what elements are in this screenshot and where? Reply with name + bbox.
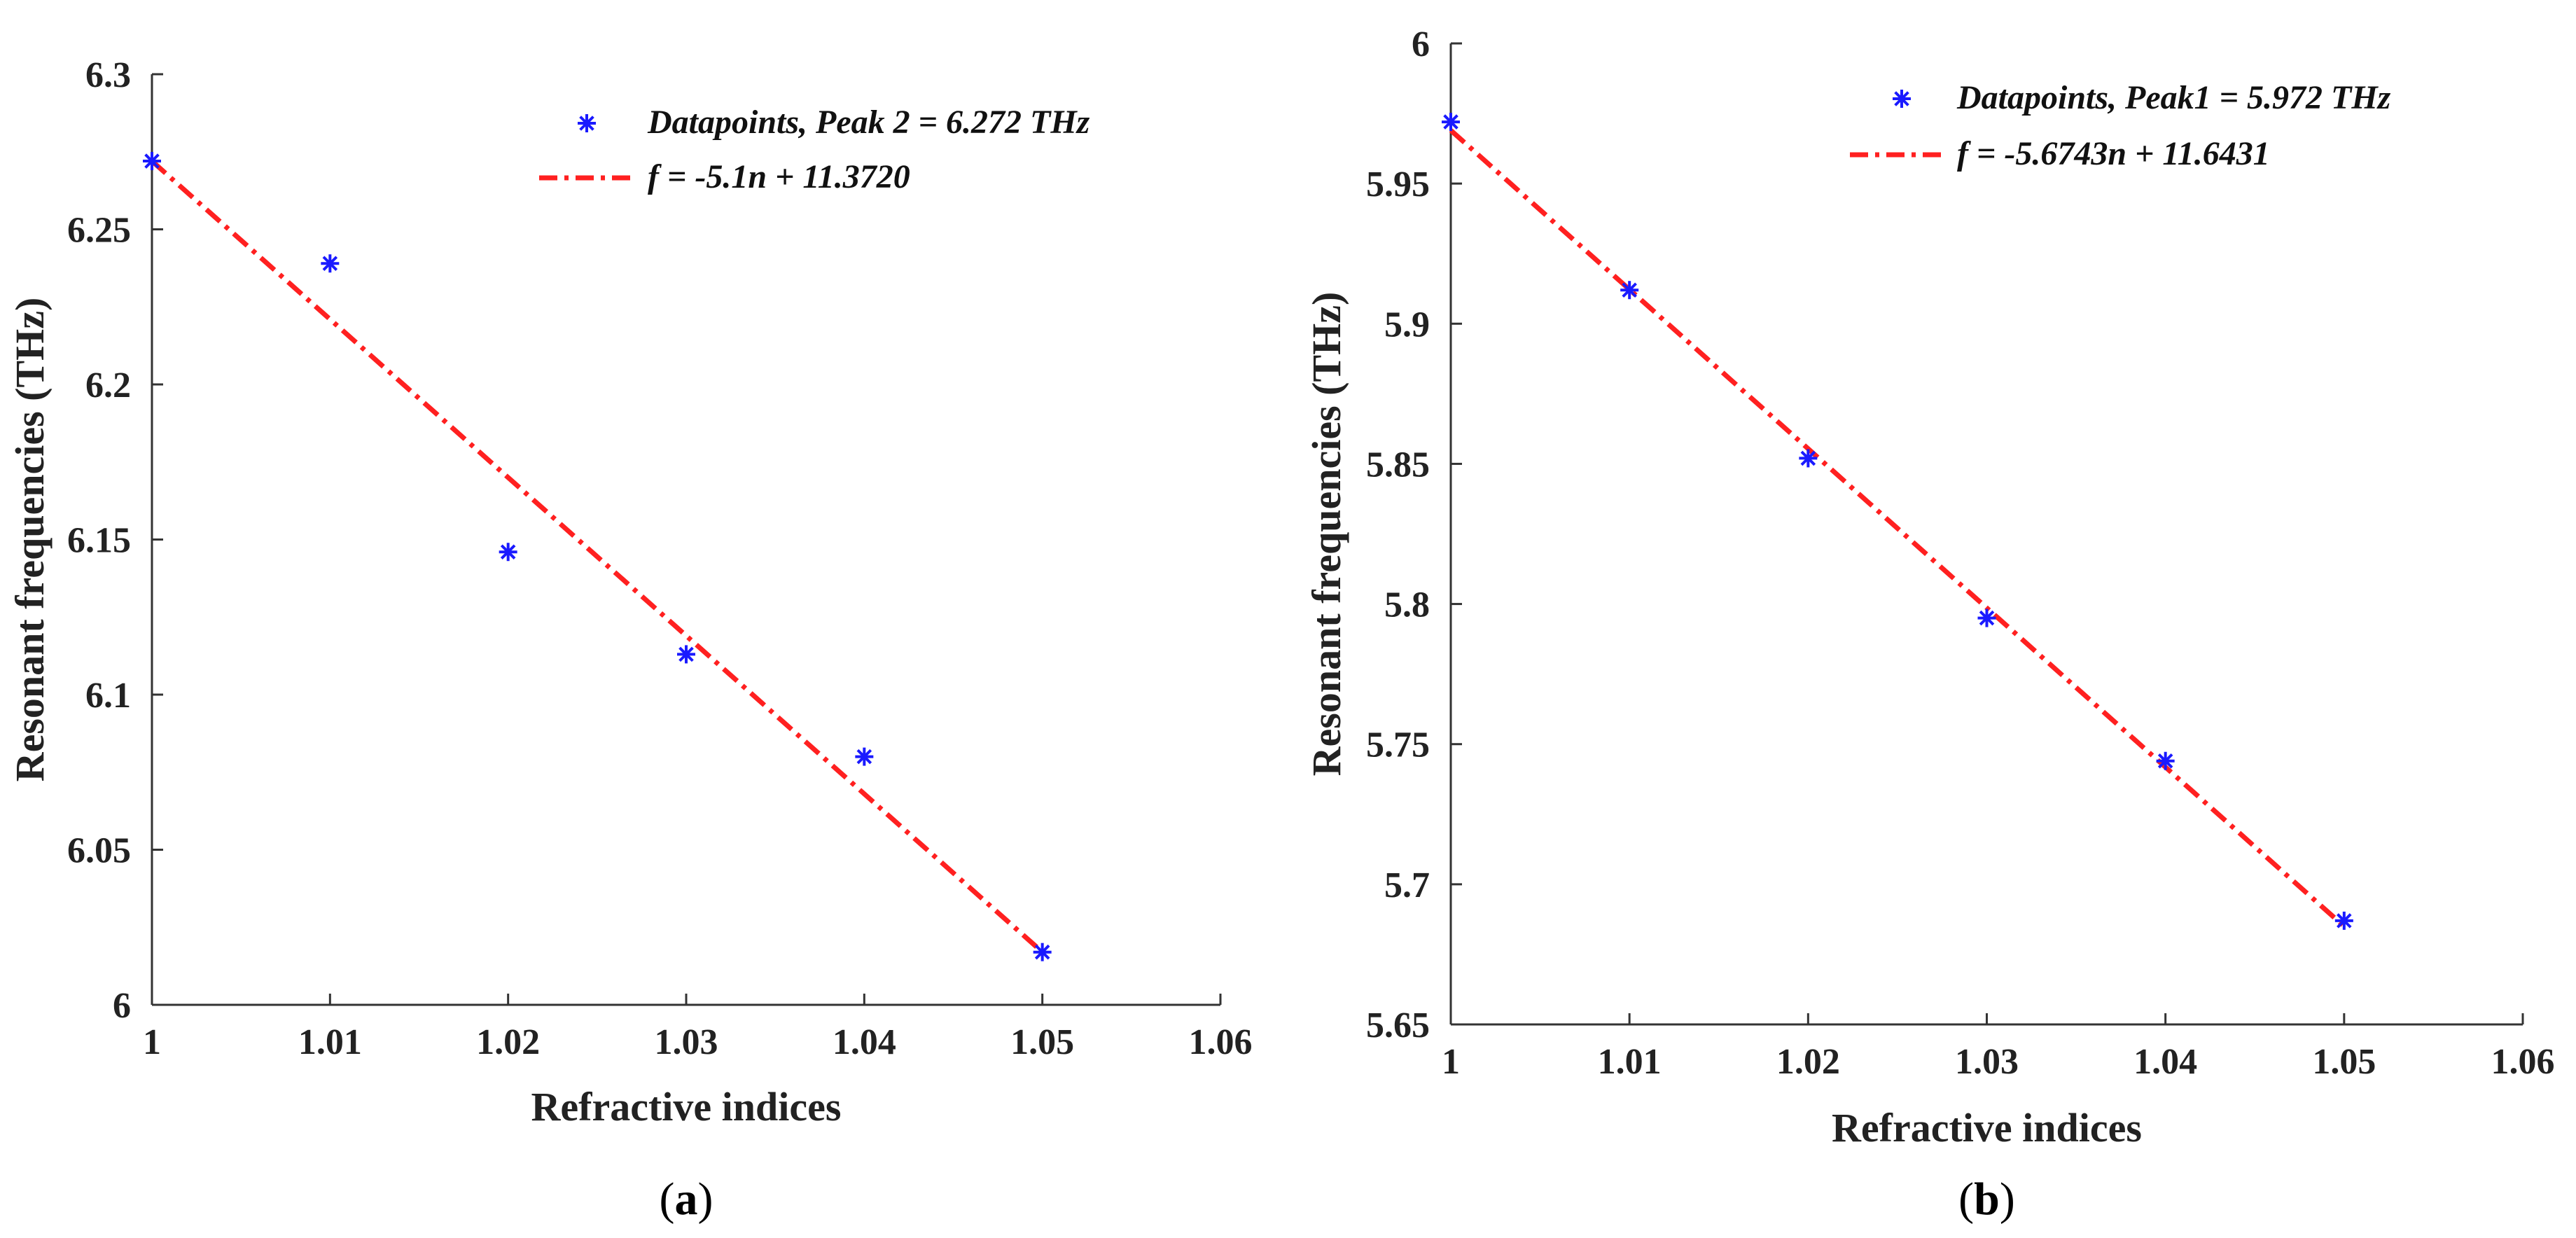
data-point [2156,751,2175,770]
y-tick-label: 5.85 [1366,445,1430,485]
y-tick-label: 6.05 [67,831,131,871]
x-tick-label: 1.01 [1598,1042,1662,1082]
data-point [1442,113,1460,132]
x-tick-label: 1.06 [2491,1042,2555,1082]
y-tick-label: 6.15 [67,521,131,561]
legend-label-fit: f = -5.6743n + 11.6431 [1957,135,2270,172]
y-tick-label: 5.7 [1384,865,1430,905]
y-axis-label: Resonant frequencies (THz) [1304,292,1349,777]
data-point [1033,943,1052,961]
x-tick-label: 1.03 [655,1022,718,1062]
chart-panel-b: 1 1.01 1.02 1.03 1.04 1.05 1.065.655.75.755.85… [1304,25,2555,1225]
panel-caption: (a) [660,1174,713,1225]
y-tick-label: 6 [113,986,131,1026]
y-tick-label: 6.2 [85,366,131,405]
x-tick-label: 1.06 [1189,1022,1253,1062]
x-tick-label: 1.05 [2312,1042,2376,1082]
data-point [321,254,340,273]
data-point [2334,911,2353,930]
data-point [1620,281,1639,300]
legend-marker-datapoints [578,114,596,132]
x-tick-label: 1.02 [1776,1042,1840,1082]
data-point [677,645,695,664]
data-point [855,747,874,766]
x-tick-label: 1 [1442,1042,1460,1082]
data-point [1977,608,1996,627]
data-point [1799,449,1818,468]
legend-marker-datapoints [1893,90,1911,108]
y-tick-label: 5.75 [1366,725,1430,765]
x-axis-label: Refractive indices [531,1084,842,1129]
y-tick-label: 6 [1412,25,1430,64]
x-tick-label: 1.03 [1955,1042,2019,1082]
x-axis-label: Refractive indices [1832,1105,2142,1150]
panel-caption: (b) [1958,1174,2015,1225]
y-tick-label: 6.1 [85,676,131,716]
fit-line [150,159,1044,954]
y-tick-label: 5.8 [1384,585,1430,625]
data-point [499,543,517,562]
y-tick-label: 5.65 [1366,1006,1430,1045]
y-tick-label: 6.3 [85,55,131,95]
x-tick-label: 1.05 [1010,1022,1074,1062]
data-point [143,152,161,171]
legend-label-datapoints: Datapoints, Peak1 = 5.972 THz [1956,79,2391,116]
fit-line [1449,128,2346,928]
x-tick-label: 1.04 [833,1022,896,1062]
legend-label-fit: f = -5.1n + 11.3720 [648,158,910,195]
y-axis-label: Resonant frequencies (THz) [7,298,53,782]
y-tick-label: 5.9 [1384,305,1430,345]
chart-panel-a: 1 1.01 1.02 1.03 1.04 1.05 1.06 6 6.05 6.1 6.15 6.2… [7,55,1253,1225]
x-tick-label: 1 [143,1022,161,1062]
x-tick-label: 1.04 [2133,1042,2197,1082]
legend-label-datapoints: Datapoints, Peak 2 = 6.272 THz [647,104,1090,141]
x-tick-label: 1.01 [298,1022,362,1062]
x-tick-label: 1.02 [476,1022,540,1062]
y-tick-label: 6.25 [67,211,131,251]
y-tick-label: 5.95 [1366,165,1430,204]
